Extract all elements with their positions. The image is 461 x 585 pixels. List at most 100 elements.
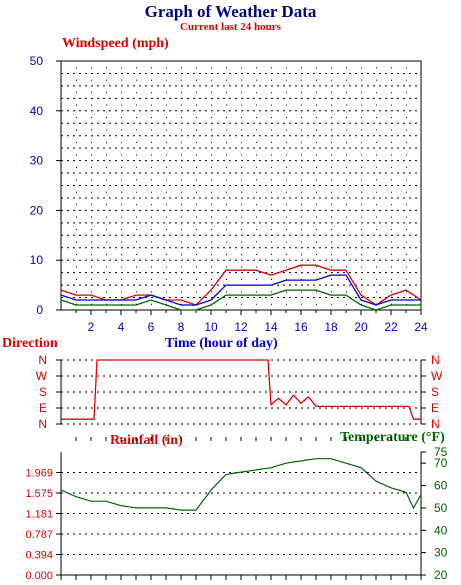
- windspeed-grid-dot: [286, 291, 287, 293]
- windspeed-grid-dot: [376, 166, 377, 168]
- windspeed-grid-dot: [166, 141, 167, 143]
- windspeed-grid-dot: [406, 166, 407, 168]
- windspeed-grid-dot: [196, 253, 197, 255]
- windspeed-grid-dot: [301, 216, 302, 218]
- windspeed-grid-dot: [211, 79, 212, 81]
- windspeed-grid-dot: [211, 266, 212, 268]
- windspeed-x-tick-label: 6: [148, 320, 155, 334]
- windspeed-grid-dot: [286, 79, 287, 81]
- windspeed-grid-dot: [331, 154, 332, 156]
- windspeed-grid-dot: [136, 191, 137, 193]
- windspeed-grid-dot: [391, 141, 392, 143]
- windspeed-grid-dot: [316, 92, 317, 94]
- rainfall-y-tick-label: 1.969: [25, 467, 53, 479]
- windspeed-grid-dot: [271, 92, 272, 94]
- windspeed-grid-dot: [211, 154, 212, 156]
- windspeed-grid-dot: [331, 253, 332, 255]
- windspeed-grid-dot: [196, 92, 197, 94]
- windspeed-grid-dot: [196, 67, 197, 69]
- windspeed-grid-dot: [376, 141, 377, 143]
- windspeed-y-tick-label: 50: [30, 54, 44, 68]
- windspeed-grid-dot: [91, 117, 92, 119]
- windspeed-grid-dot: [106, 229, 107, 231]
- windspeed-grid-dot: [211, 216, 212, 218]
- windspeed-grid-dot: [256, 204, 257, 206]
- windspeed-grid-dot: [196, 204, 197, 206]
- windspeed-grid-dot: [256, 104, 257, 106]
- windspeed-grid-dot: [211, 229, 212, 231]
- windspeed-grid-dot: [106, 303, 107, 305]
- windspeed-x-tick-label: 2: [88, 320, 95, 334]
- windspeed-grid-dot: [91, 291, 92, 293]
- windspeed-grid-dot: [121, 104, 122, 106]
- windspeed-grid-dot: [346, 92, 347, 94]
- windspeed-grid-dot: [406, 154, 407, 156]
- windspeed-grid-dot: [286, 253, 287, 255]
- direction-left-label: E: [39, 401, 47, 415]
- windspeed-grid-dot: [391, 229, 392, 231]
- windspeed-grid-dot: [226, 179, 227, 181]
- windspeed-grid-dot: [331, 216, 332, 218]
- windspeed-grid-dot: [106, 241, 107, 243]
- windspeed-grid-dot: [136, 229, 137, 231]
- windspeed-grid-dot: [151, 204, 152, 206]
- windspeed-grid-dot: [256, 117, 257, 119]
- rainfall-title: Rainfall (in): [110, 433, 183, 448]
- windspeed-grid-dot: [151, 92, 152, 94]
- windspeed-grid-dot: [346, 303, 347, 305]
- windspeed-x-tick-label: 22: [384, 320, 398, 334]
- windspeed-grid-dot: [331, 141, 332, 143]
- windspeed-grid-dot: [76, 67, 77, 69]
- windspeed-title: Windspeed (mph): [62, 36, 169, 51]
- windspeed-grid-dot: [256, 253, 257, 255]
- windspeed-grid-dot: [346, 241, 347, 243]
- windspeed-grid-dot: [91, 67, 92, 69]
- windspeed-grid-dot: [181, 241, 182, 243]
- windspeed-grid-dot: [316, 141, 317, 143]
- windspeed-grid-dot: [121, 291, 122, 293]
- windspeed-grid-dot: [286, 216, 287, 218]
- windspeed-grid-dot: [226, 191, 227, 193]
- windspeed-grid-dot: [271, 104, 272, 106]
- windspeed-grid-dot: [286, 179, 287, 181]
- windspeed-grid-dot: [151, 253, 152, 255]
- direction-left-label: S: [39, 385, 47, 399]
- windspeed-grid-dot: [106, 166, 107, 168]
- windspeed-x-tick-label: 10: [204, 320, 218, 334]
- windspeed-grid-dot: [211, 253, 212, 255]
- windspeed-grid-dot: [166, 179, 167, 181]
- windspeed-y-tick-label: 30: [30, 154, 44, 168]
- windspeed-grid-dot: [211, 278, 212, 280]
- windspeed-grid-dot: [121, 179, 122, 181]
- windspeed-grid-dot: [286, 241, 287, 243]
- windspeed-grid-dot: [331, 291, 332, 293]
- windspeed-grid-dot: [106, 291, 107, 293]
- windspeed-grid-dot: [331, 104, 332, 106]
- windspeed-grid-dot: [361, 104, 362, 106]
- windspeed-grid-dot: [331, 67, 332, 69]
- windspeed-grid-dot: [346, 79, 347, 81]
- windspeed-x-tick-label: 24: [414, 320, 428, 334]
- rainfall-y-tick-label: 1.181: [25, 509, 53, 521]
- windspeed-grid-dot: [136, 129, 137, 131]
- windspeed-grid-dot: [106, 129, 107, 131]
- windspeed-grid-dot: [361, 216, 362, 218]
- windspeed-grid-dot: [196, 179, 197, 181]
- windspeed-grid-dot: [226, 79, 227, 81]
- windspeed-grid-dot: [376, 154, 377, 156]
- windspeed-grid-dot: [271, 67, 272, 69]
- windspeed-grid-dot: [256, 92, 257, 94]
- windspeed-grid-dot: [406, 179, 407, 181]
- windspeed-grid-dot: [211, 166, 212, 168]
- windspeed-grid-dot: [376, 291, 377, 293]
- windspeed-grid-dot: [166, 67, 167, 69]
- windspeed-grid-dot: [91, 166, 92, 168]
- windspeed-grid-dot: [256, 129, 257, 131]
- windspeed-grid-dot: [76, 291, 77, 293]
- windspeed-grid-dot: [286, 141, 287, 143]
- direction-right-label: W: [431, 369, 443, 383]
- windspeed-grid-dot: [76, 266, 77, 268]
- windspeed-grid-dot: [121, 191, 122, 193]
- windspeed-grid-dot: [346, 129, 347, 131]
- temperature-y-tick-label: 20: [434, 568, 448, 582]
